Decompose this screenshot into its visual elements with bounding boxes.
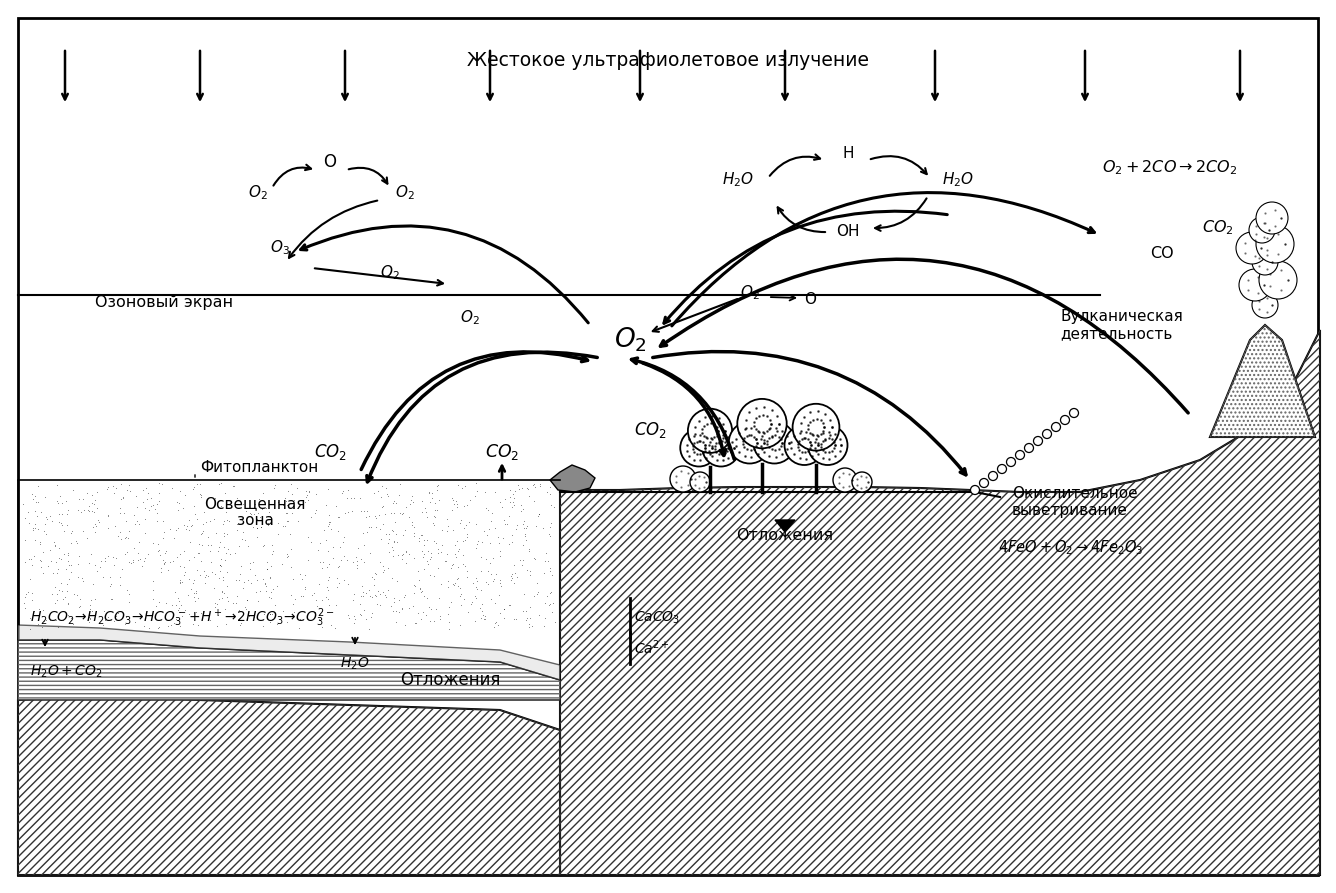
Polygon shape (775, 520, 795, 532)
Text: H: H (842, 146, 854, 161)
Polygon shape (17, 480, 560, 680)
Text: Отложения: Отложения (736, 528, 834, 543)
Text: $Ca^{2+}$: $Ca^{2+}$ (635, 638, 669, 657)
Text: Жестокое ультрафиолетовое излучение: Жестокое ультрафиолетовое излучение (468, 51, 868, 70)
Text: $O_2 + 2CO \rightarrow 2CO_2$: $O_2 + 2CO \rightarrow 2CO_2$ (1102, 159, 1237, 178)
Circle shape (703, 430, 740, 466)
Circle shape (792, 404, 839, 451)
Text: Отложения: Отложения (399, 671, 500, 689)
Circle shape (1034, 437, 1042, 446)
Circle shape (1252, 292, 1279, 318)
Text: $H_2CO_2\!\rightarrow\!H_2CO_3\!\rightarrow\!HCO_3^-\!+\!H^+\!\rightarrow\!2HCO_: $H_2CO_2\!\rightarrow\!H_2CO_3\!\rightar… (29, 606, 334, 630)
Circle shape (998, 464, 1006, 473)
Circle shape (1042, 430, 1051, 438)
Text: O: O (323, 153, 337, 171)
Circle shape (754, 421, 795, 463)
Text: Вулканическая
деятельность: Вулканическая деятельность (1059, 309, 1182, 341)
Text: $H_2O$: $H_2O$ (721, 171, 754, 189)
Circle shape (1259, 261, 1297, 299)
Circle shape (737, 399, 787, 448)
Polygon shape (17, 640, 560, 700)
Text: $H_2O$: $H_2O$ (341, 655, 370, 672)
Circle shape (808, 425, 847, 465)
Circle shape (1238, 269, 1271, 301)
Circle shape (1236, 232, 1268, 264)
Text: $O_3$: $O_3$ (270, 238, 290, 257)
Text: $O_2$: $O_2$ (248, 184, 267, 203)
Circle shape (1256, 202, 1288, 234)
Text: OH: OH (836, 224, 860, 239)
Text: $O_2$: $O_2$ (613, 326, 647, 355)
Circle shape (1256, 225, 1295, 263)
Text: $O_2$: $O_2$ (395, 184, 415, 203)
Polygon shape (560, 330, 1320, 875)
Circle shape (784, 425, 824, 465)
Text: $CO_2$: $CO_2$ (314, 442, 346, 462)
Circle shape (1061, 415, 1070, 424)
Circle shape (688, 409, 732, 453)
Text: Фитопланктон: Фитопланктон (200, 461, 318, 475)
Circle shape (1249, 217, 1275, 243)
Text: $CaCO_3$: $CaCO_3$ (635, 610, 680, 626)
Text: $CO_2$: $CO_2$ (485, 442, 520, 462)
Circle shape (852, 472, 872, 492)
Text: $O_2$: $O_2$ (460, 309, 480, 328)
Circle shape (689, 472, 709, 492)
Circle shape (970, 486, 979, 495)
Circle shape (1006, 457, 1015, 466)
Polygon shape (17, 695, 560, 875)
Text: $H_2O + CO_2$: $H_2O + CO_2$ (29, 663, 103, 680)
Circle shape (1051, 422, 1061, 431)
Circle shape (680, 430, 717, 466)
Text: Освещенная
зона: Освещенная зона (204, 496, 306, 528)
Text: CO: CO (1150, 246, 1174, 261)
Text: $O_2$: $O_2$ (740, 284, 760, 303)
Polygon shape (550, 465, 595, 492)
Text: $CO_2$: $CO_2$ (1202, 219, 1234, 238)
Polygon shape (1210, 325, 1315, 437)
Circle shape (834, 468, 856, 492)
Circle shape (1015, 450, 1025, 460)
Text: $CO_2$: $CO_2$ (633, 420, 667, 440)
Circle shape (989, 472, 998, 480)
Text: $O_2$: $O_2$ (381, 263, 399, 282)
Circle shape (1070, 408, 1078, 418)
Text: Окислительное
выветривание: Окислительное выветривание (1011, 486, 1138, 518)
Circle shape (1252, 249, 1279, 275)
Text: Озоновый экран: Озоновый экран (95, 295, 232, 310)
Circle shape (979, 479, 989, 488)
Circle shape (728, 421, 771, 463)
Circle shape (669, 466, 696, 492)
Text: O: O (804, 293, 816, 307)
Circle shape (1025, 444, 1034, 453)
Text: $H_2O$: $H_2O$ (942, 171, 974, 189)
Text: $4FeO + O_2 \rightarrow 4Fe_2O_3$: $4FeO + O_2 \rightarrow 4Fe_2O_3$ (998, 538, 1144, 557)
